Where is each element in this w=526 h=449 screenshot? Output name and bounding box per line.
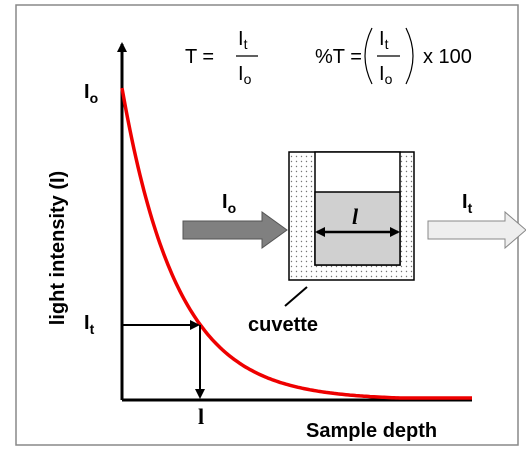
main: I	[238, 28, 244, 50]
cuvette-label: cuvette	[248, 314, 318, 336]
main: I	[238, 63, 244, 85]
main: I	[379, 63, 385, 85]
paren	[405, 27, 414, 85]
sub: t	[468, 200, 473, 216]
denominator: Io	[379, 63, 393, 87]
sub: o	[228, 200, 237, 216]
path-length-label: l	[352, 204, 359, 229]
numerator: It	[238, 28, 248, 52]
sub: t	[244, 36, 248, 52]
leader-line	[284, 286, 308, 307]
sub: o	[90, 90, 99, 106]
numerator: It	[379, 28, 389, 52]
y-mark-label: It	[84, 312, 95, 337]
transmitted-label: It	[462, 191, 473, 216]
main: I	[84, 81, 90, 103]
formula-rhs: x 100	[423, 46, 472, 68]
sub: o	[244, 71, 252, 87]
main: I	[84, 312, 90, 334]
formula-lhs: %T =	[315, 46, 362, 68]
main: I	[222, 191, 228, 213]
main: I	[462, 191, 468, 213]
sub: t	[385, 36, 389, 52]
incident-label: Io	[222, 191, 236, 216]
transmitted-arrow	[427, 210, 526, 250]
y-top-label: Io	[84, 81, 98, 106]
x-axis-label: Sample depth	[306, 420, 437, 442]
sub: o	[385, 71, 393, 87]
y-axis-label: light intensity (I)	[47, 171, 69, 325]
formula-lhs: T =	[185, 46, 214, 68]
x-mark-label: l	[198, 404, 204, 429]
denominator: Io	[238, 63, 252, 87]
incident-arrow	[182, 211, 288, 249]
sub: t	[90, 321, 95, 337]
main: I	[379, 28, 385, 50]
paren	[364, 27, 373, 85]
decay-curve	[120, 87, 472, 400]
